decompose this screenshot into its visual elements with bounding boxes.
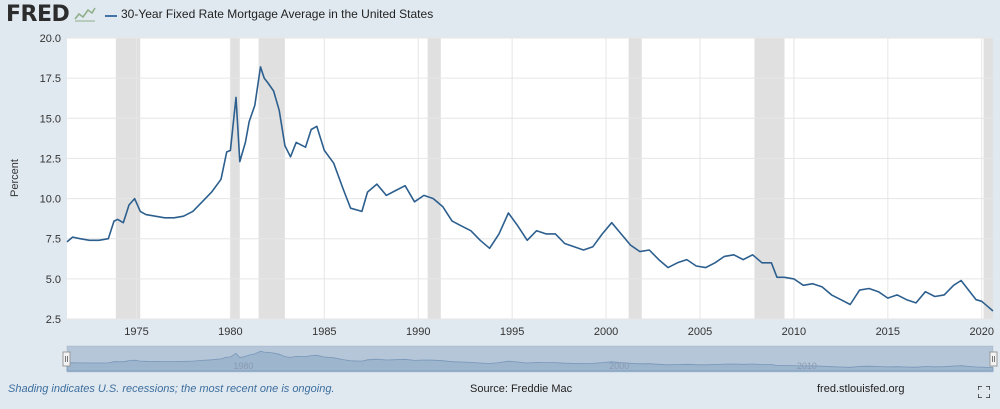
fred-logo[interactable]: FRED	[6, 2, 70, 27]
navigator-ticks: 1980 2000 2010	[233, 361, 817, 371]
x-tick-label: 2005	[688, 326, 712, 338]
chart-title: 30-Year Fixed Rate Mortgage Average in t…	[121, 7, 434, 21]
x-axis-ticks: 1975 1980 1985 1990 1995 2000 2005 2010 2015 2020	[124, 326, 994, 338]
recession-band-3	[427, 38, 441, 319]
site-link[interactable]: fred.stlouisfed.org	[817, 383, 905, 395]
chart-header: FRED 30-Year Fixed Rate Mortgage Average…	[0, 0, 1000, 32]
x-tick-label: 2000	[594, 326, 618, 338]
x-tick-label: 1995	[500, 326, 524, 338]
plot-area	[67, 38, 993, 319]
navigator-tick-label: 2000	[609, 361, 629, 371]
x-tick-label: 1980	[218, 326, 242, 338]
recession-band-6	[983, 38, 993, 319]
recession-band-2	[258, 38, 285, 319]
x-tick-label: 2015	[876, 326, 900, 338]
navigator-handle-left[interactable]	[62, 351, 71, 367]
fred-logo-chart-icon	[74, 6, 96, 22]
y-axis-ticks: 2.5 5.0 7.5 10.0 12.5 15.0 17.5 20.0	[40, 33, 61, 326]
recession-note: Shading indicates U.S. recessions; the m…	[8, 383, 335, 395]
legend-swatch	[105, 15, 117, 17]
y-axis-label: Percent	[9, 159, 21, 197]
x-tick-label: 2010	[782, 326, 806, 338]
y-tick-label: 17.5	[40, 73, 61, 85]
y-tick-label: 20.0	[40, 33, 61, 45]
y-tick-label: 12.5	[40, 153, 61, 165]
recession-band-5	[754, 38, 785, 319]
x-tick-label: 2020	[969, 326, 993, 338]
range-navigator[interactable]: 1980 2000 2010	[62, 345, 998, 373]
recession-band-1	[230, 38, 240, 319]
y-tick-label: 10.0	[40, 194, 61, 206]
y-tick-label: 2.5	[46, 314, 61, 326]
source-credit: Source: Freddie Mac	[470, 383, 573, 395]
gridlines	[67, 37, 993, 320]
recession-band-4	[628, 38, 642, 319]
y-tick-label: 5.0	[46, 274, 61, 286]
series-line	[66, 66, 994, 312]
line-chart[interactable]: 2.55.07.510.012.515.017.520.0 1975 1980 19…	[0, 0, 1000, 380]
x-tick-label: 1985	[312, 326, 336, 338]
y-tick-label: 7.5	[46, 234, 61, 246]
navigator-handle-right[interactable]	[989, 351, 998, 367]
y-tick-label: 15.0	[40, 113, 61, 125]
fullscreen-icon[interactable]	[978, 386, 990, 398]
navigator-tick-label: 2010	[797, 361, 817, 371]
navigator-area	[66, 350, 994, 372]
navigator-selection[interactable]	[67, 346, 993, 372]
x-tick-label: 1990	[406, 326, 430, 338]
navigator-tick-label: 1980	[233, 361, 253, 371]
x-tick-label: 1975	[124, 326, 148, 338]
